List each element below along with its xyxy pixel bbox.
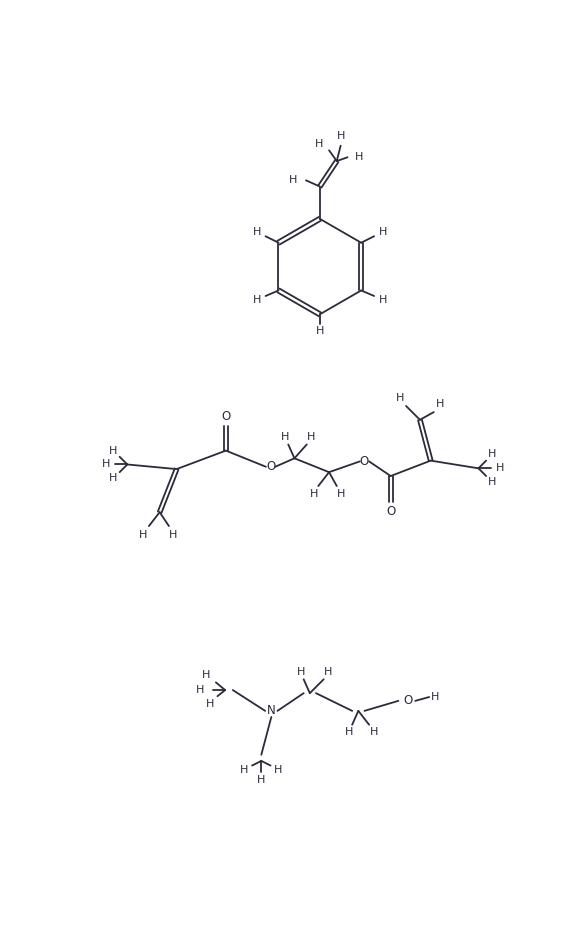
- Text: H: H: [488, 477, 496, 487]
- Text: H: H: [240, 766, 249, 775]
- Text: H: H: [324, 667, 332, 676]
- Text: H: H: [257, 775, 266, 786]
- Text: H: H: [281, 432, 289, 442]
- Text: H: H: [379, 295, 387, 304]
- Text: H: H: [369, 728, 378, 737]
- Text: N: N: [267, 705, 276, 717]
- Text: H: H: [345, 728, 353, 737]
- Text: H: H: [253, 295, 261, 304]
- Text: H: H: [396, 394, 404, 403]
- Text: H: H: [289, 175, 297, 185]
- Text: O: O: [360, 455, 369, 468]
- Text: H: H: [309, 489, 318, 498]
- Text: H: H: [274, 766, 282, 775]
- Text: H: H: [488, 450, 496, 459]
- Text: H: H: [315, 139, 323, 149]
- Text: H: H: [379, 227, 387, 237]
- Text: H: H: [139, 531, 147, 540]
- Text: H: H: [102, 459, 110, 470]
- Text: H: H: [336, 131, 345, 142]
- Text: H: H: [206, 699, 214, 708]
- Text: O: O: [386, 505, 395, 518]
- Text: H: H: [436, 399, 444, 410]
- Text: H: H: [253, 227, 261, 237]
- Text: H: H: [109, 446, 118, 456]
- Text: H: H: [307, 432, 316, 442]
- Text: O: O: [221, 410, 230, 423]
- Text: H: H: [496, 463, 504, 474]
- Text: H: H: [316, 326, 324, 337]
- Text: H: H: [169, 531, 178, 540]
- Text: H: H: [296, 667, 305, 676]
- Text: H: H: [196, 685, 205, 695]
- Text: H: H: [431, 692, 439, 702]
- Text: H: H: [202, 670, 210, 680]
- Text: H: H: [337, 489, 346, 498]
- Text: H: H: [355, 152, 363, 163]
- Text: O: O: [404, 694, 413, 708]
- Text: O: O: [266, 460, 275, 474]
- Text: H: H: [109, 474, 118, 483]
